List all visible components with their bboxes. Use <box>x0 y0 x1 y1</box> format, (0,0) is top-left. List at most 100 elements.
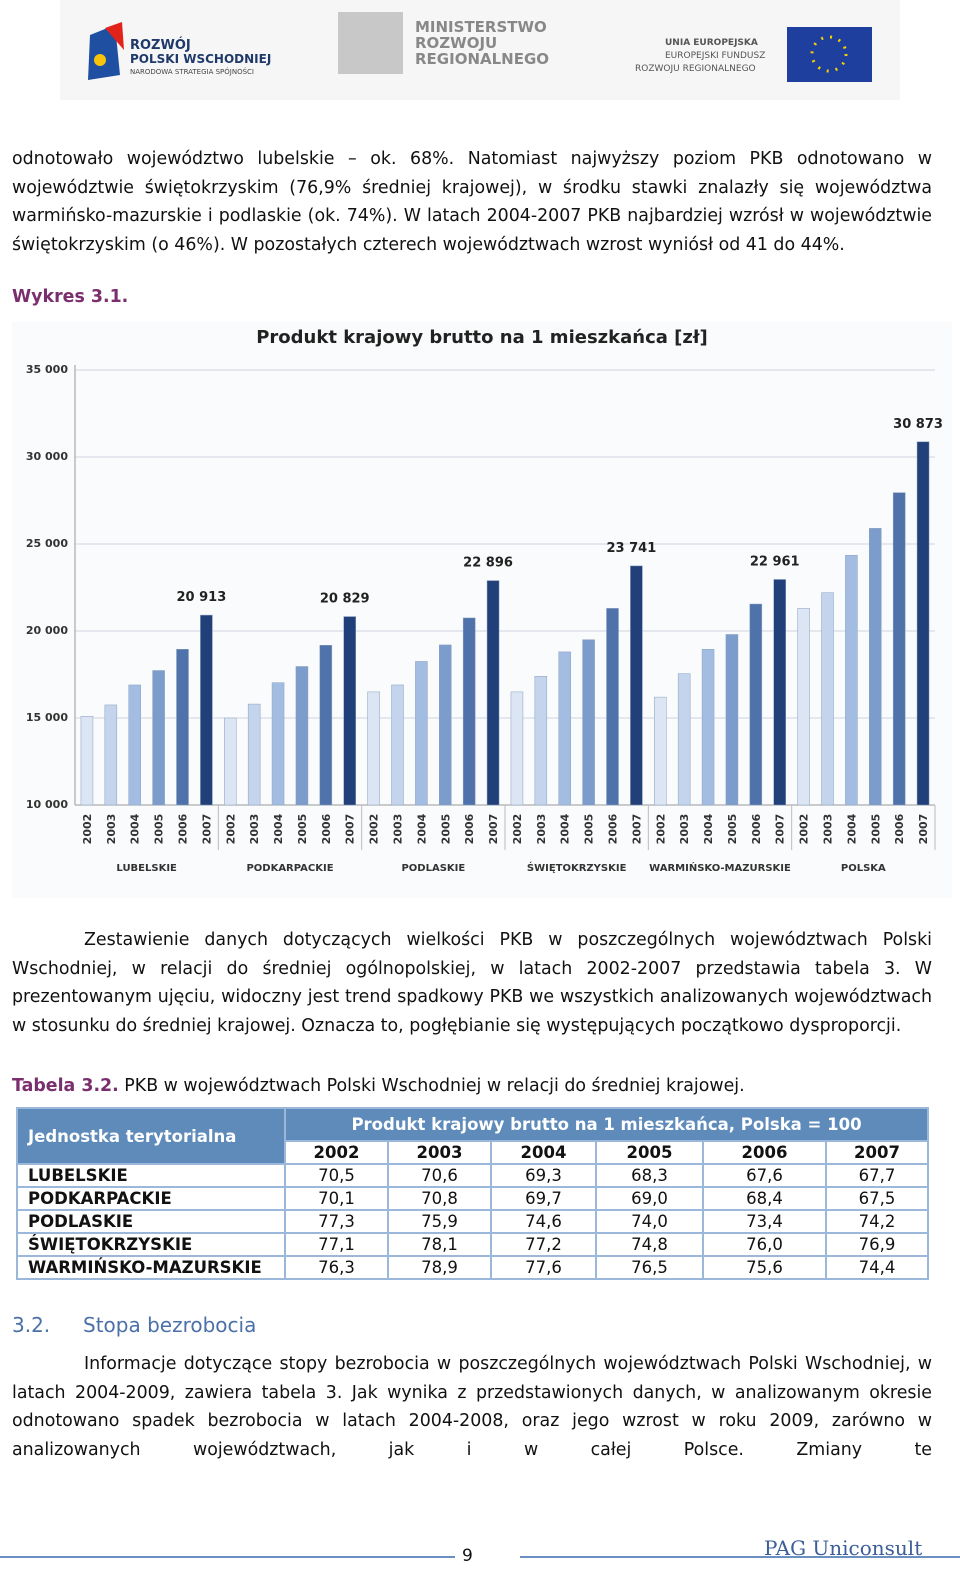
header: ROZWÓJ POLSKI WSCHODNIEJ NARODOWA STRATE… <box>60 0 900 100</box>
x-tick-label: 2003 <box>248 814 261 845</box>
brand: PAG Uniconsult <box>764 1536 923 1560</box>
bar <box>319 645 333 806</box>
table-caption: Tabela 3.2. PKB w województwach Polski W… <box>12 1076 745 1096</box>
cell: 77,1 <box>284 1232 389 1257</box>
cell: 70,5 <box>284 1163 389 1188</box>
row-header: Jednostka terytorialna <box>16 1107 286 1165</box>
group-header: Produkt krajowy brutto na 1 mieszkańca, … <box>284 1107 929 1142</box>
x-tick-label: 2006 <box>607 813 620 844</box>
cell: 76,0 <box>702 1232 827 1257</box>
x-tick-label: 2006 <box>893 813 906 844</box>
logo-text: REGIONALNEGO <box>415 50 549 68</box>
table-row: LUBELSKIE 70,5 70,6 69,3 68,3 67,6 67,7 <box>16 1163 929 1188</box>
cell: 75,6 <box>702 1255 827 1280</box>
bar <box>582 639 595 806</box>
bar <box>654 696 667 806</box>
logo-text: UNIA EUROPEJSKA <box>665 38 758 48</box>
bar <box>630 565 643 806</box>
x-tick-label: 2006 <box>177 813 190 844</box>
x-tick-label: 2006 <box>320 813 333 844</box>
cell: 75,9 <box>387 1209 492 1234</box>
bar <box>295 666 309 806</box>
logo-shape <box>105 22 124 50</box>
x-tick-label: 2004 <box>559 813 572 844</box>
chart: Produkt krajowy brutto na 1 mieszkańca [… <box>12 322 952 898</box>
x-tick-label: 2002 <box>368 814 381 845</box>
x-tick-label: 2003 <box>678 814 691 845</box>
y-tick-label: 15 000 <box>26 711 68 724</box>
logo-star <box>94 54 106 66</box>
paragraph: Zestawienie danych dotyczących wielkości… <box>12 930 932 1036</box>
cell: 74,6 <box>490 1209 597 1234</box>
x-tick-label: 2005 <box>869 814 882 845</box>
bar <box>415 661 428 806</box>
cell: 78,9 <box>387 1255 492 1280</box>
bar <box>152 670 165 806</box>
bar <box>892 492 906 806</box>
bar <box>510 691 524 806</box>
table-row: WARMIŃSKO-MAZURSKIE 76,3 78,9 77,6 76,5 75,6 7… <box>16 1255 929 1280</box>
logo-text: ROZWOJU REGIONALNEGO <box>635 64 756 74</box>
bar <box>677 673 691 806</box>
value-label: 23 741 <box>607 541 657 556</box>
logo-text: ROZWÓJ <box>130 37 191 53</box>
value-label: 22 961 <box>750 554 800 569</box>
chart-background <box>12 322 952 898</box>
x-tick-label: 2004 <box>272 813 285 844</box>
column-header: 2007 <box>825 1140 929 1165</box>
bar <box>343 616 356 806</box>
x-tick-label: 2003 <box>392 814 405 845</box>
paragraph: odnotowało województwo lubelskie – ok. 6… <box>12 149 932 255</box>
column-header: 2006 <box>702 1140 827 1165</box>
cell: 77,2 <box>490 1232 597 1257</box>
logo-bar: ROZWÓJ POLSKI WSCHODNIEJ NARODOWA STRATE… <box>88 12 872 82</box>
column-header: 2002 <box>284 1140 389 1165</box>
x-tick-label: 2007 <box>200 814 213 845</box>
bar <box>797 608 810 806</box>
logo-text: EUROPEJSKI FUNDUSZ <box>665 51 765 61</box>
cell: 78,1 <box>387 1232 492 1257</box>
cell: 67,6 <box>702 1163 827 1188</box>
x-tick-label: 2005 <box>583 814 596 845</box>
x-tick-label: 2006 <box>750 813 763 844</box>
cell: 70,1 <box>284 1186 389 1211</box>
group-label: PODLASKIE <box>401 863 465 874</box>
x-tick-label: 2002 <box>654 814 667 845</box>
x-tick-label: 2004 <box>845 813 858 844</box>
row-name: ŚWIĘTOKRZYSKIE <box>16 1232 286 1257</box>
value-label: 20 913 <box>177 590 227 605</box>
x-tick-label: 2004 <box>129 813 142 844</box>
value-label: 30 873 <box>893 417 943 432</box>
cell: 76,5 <box>595 1255 704 1280</box>
y-tick-label: 25 000 <box>26 537 68 550</box>
value-label: 20 829 <box>320 592 370 607</box>
bar <box>773 579 786 806</box>
bar <box>821 592 834 806</box>
section-heading: 3.2. Stopa bezrobocia <box>12 1313 256 1337</box>
chart-title: Produkt krajowy brutto na 1 mieszkańca [… <box>256 327 708 348</box>
group-label: PODKARPACKIE <box>246 863 333 874</box>
cell: 70,8 <box>387 1186 492 1211</box>
bar <box>749 603 763 806</box>
value-label: 22 896 <box>463 556 513 571</box>
cell: 74,2 <box>825 1209 929 1234</box>
cell: 74,4 <box>825 1255 929 1280</box>
bar <box>367 691 380 806</box>
bar <box>701 649 715 806</box>
x-tick-label: 2007 <box>344 814 357 845</box>
x-tick-label: 2007 <box>917 814 930 845</box>
bar <box>486 580 500 806</box>
row-name: WARMIŃSKO-MAZURSKIE <box>16 1255 286 1280</box>
group-label: ŚWIĘTOKRZYSKIE <box>527 861 627 874</box>
cell: 68,4 <box>702 1186 827 1211</box>
x-tick-label: 2005 <box>726 814 739 845</box>
x-tick-label: 2005 <box>153 814 166 845</box>
cell: 70,6 <box>387 1163 492 1188</box>
bar <box>534 675 548 806</box>
eu-flag <box>787 27 872 82</box>
cell: 74,8 <box>595 1232 704 1257</box>
page-number: 9 <box>462 1546 473 1566</box>
bar <box>462 617 476 806</box>
x-tick-label: 2005 <box>439 814 452 845</box>
cell: 69,0 <box>595 1186 704 1211</box>
